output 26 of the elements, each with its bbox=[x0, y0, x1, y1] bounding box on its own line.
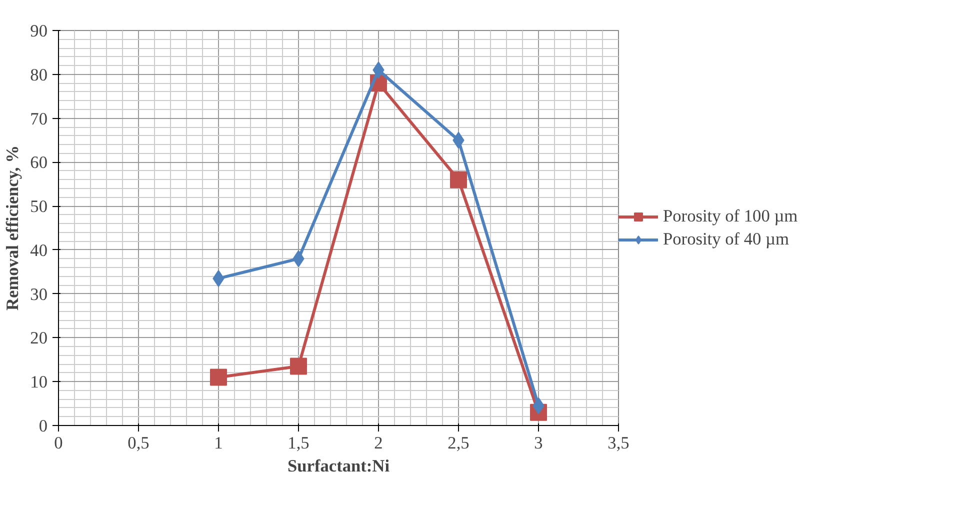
x-axis-title: Surfactant:Ni bbox=[287, 456, 390, 476]
y-tick-label: 20 bbox=[30, 328, 48, 348]
y-tick-label: 60 bbox=[30, 153, 48, 172]
legend-label: Porosity of 40 µm bbox=[663, 229, 789, 249]
x-tick-label: 3 bbox=[534, 434, 543, 452]
x-tick-label: 3,5 bbox=[608, 434, 630, 452]
legend-label: Porosity of 100 µm bbox=[663, 206, 798, 226]
y-tick-label: 40 bbox=[30, 240, 48, 260]
y-tick-label: 70 bbox=[30, 109, 48, 128]
point bbox=[450, 171, 467, 188]
x-tick-label: 2 bbox=[374, 434, 383, 452]
y-tick-label: 90 bbox=[30, 22, 48, 40]
y-tick-label: 30 bbox=[30, 284, 48, 304]
point bbox=[290, 358, 307, 375]
x-tick-label: 1,5 bbox=[288, 434, 310, 452]
x-tick-label: 0,5 bbox=[128, 434, 150, 452]
y-tick-label: 50 bbox=[30, 197, 48, 216]
point bbox=[372, 62, 384, 78]
x-tick-label: 0 bbox=[54, 434, 63, 452]
y-tick-label: 10 bbox=[30, 372, 48, 392]
x-tick-label: 1 bbox=[214, 434, 223, 452]
point bbox=[210, 368, 227, 386]
y-tick-label: 0 bbox=[38, 416, 48, 436]
y-tick-label: 80 bbox=[30, 65, 48, 84]
y-axis-title: Removal efficiency, % bbox=[3, 145, 22, 311]
x-tick-label: 2,5 bbox=[448, 434, 470, 452]
